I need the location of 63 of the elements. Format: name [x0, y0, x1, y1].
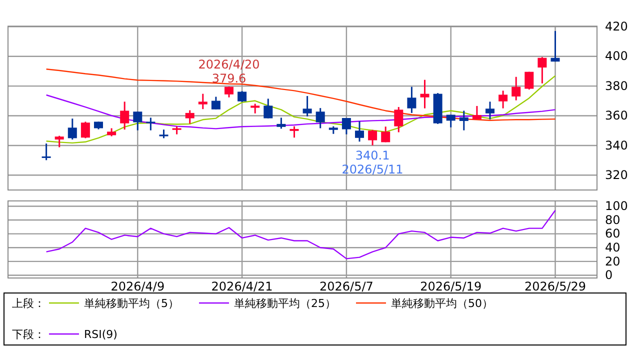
candlestick	[68, 118, 77, 140]
candlestick	[198, 93, 208, 110]
legend-label: 単純移動平均（5）	[84, 297, 179, 310]
x-tick-label: 2026/5/29	[524, 280, 586, 294]
y-tick-label: 0	[605, 268, 613, 282]
candlestick	[420, 79, 430, 110]
candlestick	[498, 90, 508, 110]
y-tick-label: 400	[605, 49, 628, 64]
candlestick	[80, 120, 90, 139]
legend-title: 上段：	[12, 297, 45, 310]
candlestick	[472, 105, 482, 120]
candlestick	[302, 95, 312, 118]
legend-title: 下段：	[12, 328, 45, 341]
y-tick-label: 360	[605, 108, 628, 123]
candlestick	[381, 126, 390, 143]
y-tick-label: 100	[605, 199, 628, 214]
y-tick-label: 40	[605, 240, 620, 254]
candlestick	[538, 56, 547, 84]
candlestick	[54, 135, 64, 148]
y-tick-label: 320	[605, 168, 628, 182]
line-series	[46, 94, 556, 130]
candlestick	[342, 117, 351, 136]
line-series	[46, 68, 556, 121]
x-tick-label: 2026/5/7	[319, 280, 374, 294]
y-tick-label: 380	[605, 78, 628, 93]
y-tick-label: 20	[605, 254, 620, 268]
candlestick	[224, 86, 234, 98]
annotation: 2026/4/20 379.6	[198, 58, 260, 86]
candlestick	[446, 114, 456, 128]
candlestick	[146, 116, 156, 132]
x-tick-label: 2026/5/19	[420, 280, 482, 294]
candlestick	[133, 110, 142, 132]
candlestick	[211, 96, 220, 110]
legend-label: 単純移動平均（50）	[391, 297, 493, 310]
candlestick	[355, 120, 364, 142]
y-tick-label: 340	[605, 138, 628, 152]
candlestick	[238, 90, 247, 103]
line-series	[46, 75, 556, 144]
y-tick-label: 420	[605, 20, 628, 34]
candlestick	[550, 30, 560, 62]
annotation: 340.1 2026/5/11	[342, 148, 404, 176]
candlestick	[290, 126, 299, 138]
candlestick	[524, 71, 534, 90]
y-tick-label: 60	[605, 226, 620, 241]
line-series	[46, 210, 556, 260]
candlestick	[276, 116, 286, 130]
candlestick	[407, 86, 416, 114]
candlestick	[250, 103, 260, 114]
candlestick	[394, 106, 404, 133]
candlestick	[120, 100, 130, 130]
x-tick-label: 2026/4/9	[110, 280, 165, 294]
legend-label: RSI(9)	[84, 328, 118, 341]
legend-label: 単純移動平均（25）	[234, 297, 336, 310]
candlestick	[368, 129, 378, 146]
candlestick	[512, 76, 521, 102]
x-tick-label: 2026/4/21	[211, 280, 273, 294]
candlestick	[486, 100, 494, 120]
y-tick-label: 80	[605, 212, 620, 227]
candlestick	[459, 110, 468, 132]
candlestick	[42, 142, 51, 161]
candlestick	[185, 110, 194, 124]
candlestick	[316, 107, 325, 129]
candlestick	[264, 98, 273, 120]
